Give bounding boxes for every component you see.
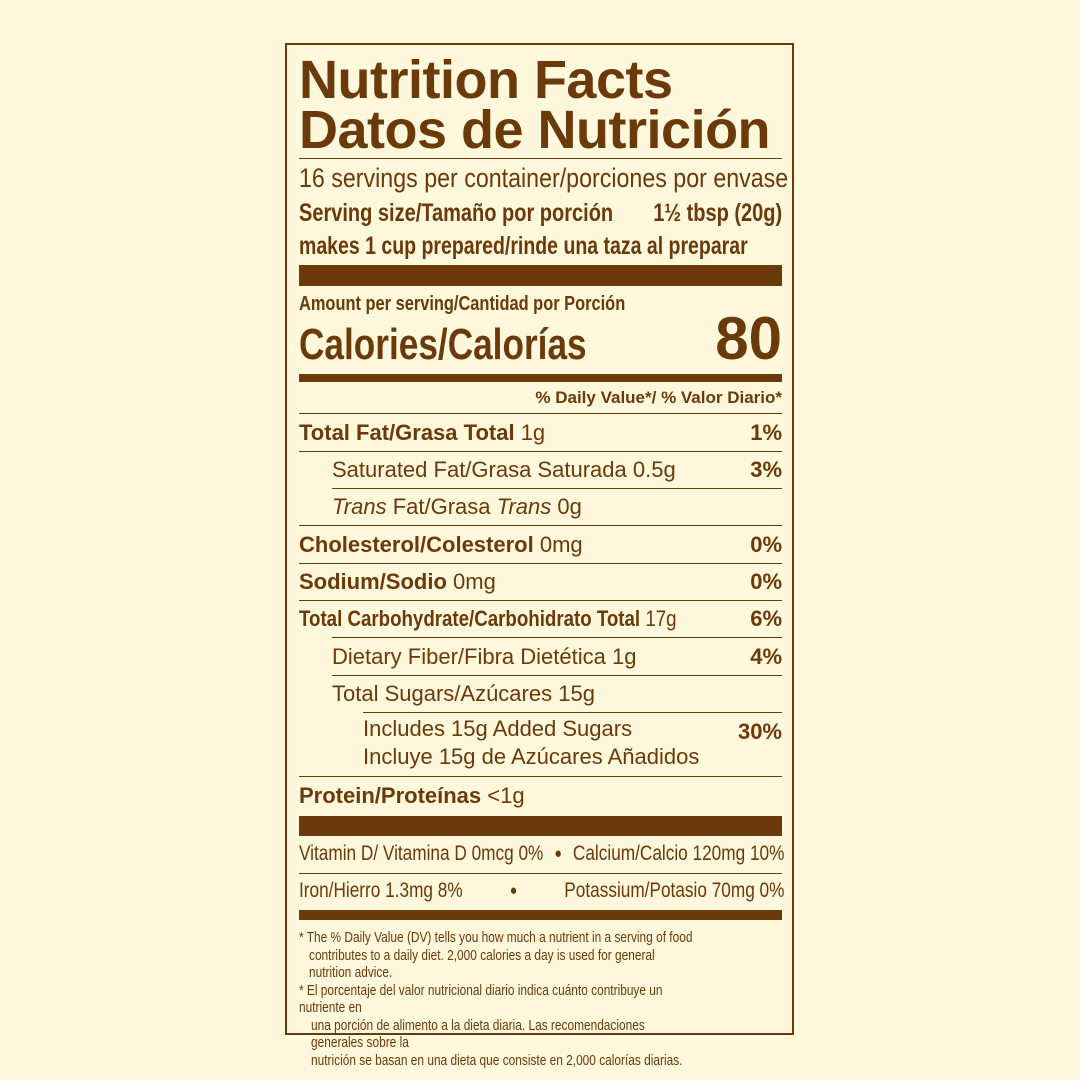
nutrient-label: Saturated Fat/Grasa Saturada (332, 457, 627, 482)
nutrient-row-protein: Protein/Proteínas <1g (299, 777, 782, 814)
daily-value-header: % Daily Value*/ % Valor Diario* (535, 388, 782, 407)
nutrient-row-total-carbohydrate: Total Carbohydrate/Carbohidrato Total 17… (299, 600, 782, 637)
nutrient-row-cholesterol: Cholesterol/Colesterol 0mg 0% (299, 526, 782, 563)
nutrient-amount: <1g (487, 783, 525, 808)
nutrient-row-total-fat: Total Fat/Grasa Total 1g 1% (299, 414, 782, 451)
calories-value: 80 (715, 305, 782, 372)
nutrient-label: Trans (332, 494, 387, 519)
nutrient-row-dietary-fiber: Dietary Fiber/Fibra Dietética 1g 4% (332, 638, 782, 675)
nutrient-label: Trans (496, 494, 552, 519)
divider (332, 637, 782, 638)
nutrient-amount: 15g (558, 681, 595, 706)
vitamins-row-2: Iron/Hierro 1.3mg 8% ● Potassium/Potasio 7… (299, 878, 785, 904)
divider (299, 525, 782, 526)
divider (299, 600, 782, 601)
serving-size-label: Serving size/Tamaño por porción (299, 199, 614, 227)
divider (332, 488, 782, 489)
divider (299, 873, 782, 874)
nutrient-row-saturated-fat: Saturated Fat/Grasa Saturada 0.5g 3% (332, 451, 782, 488)
nutrition-facts-label: Nutrition Facts Datos de Nutrición 16 se… (285, 43, 794, 1069)
nutrient-dv: 6% (750, 606, 782, 631)
nutrient-label: Total Carbohydrate/Carbohidrato Total (299, 606, 641, 631)
nutrient-dv: 30% (737, 719, 782, 744)
divider (299, 563, 782, 564)
nutrient-amount: 1g (520, 420, 546, 445)
divider (299, 776, 782, 777)
bullet-separator: ● (509, 882, 518, 899)
vitamins-row-1: Vitamin D/ Vitamina D 0mcg 0% ● Calcium/Ca… (299, 841, 785, 867)
divider (363, 712, 782, 713)
amount-per-serving: Amount per serving/Cantidad por Porción (299, 293, 626, 315)
nutrient-dv: 3% (750, 457, 782, 482)
nutrient-label: Total Fat/Grasa Total (299, 420, 515, 445)
thick-divider (299, 265, 782, 286)
nutrient-label: Dietary Fiber/Fibra Dietética (332, 644, 606, 669)
nutrient-dv: 0% (750, 569, 782, 594)
thick-divider (299, 816, 782, 836)
iron: Iron/Hierro 1.3mg 8% (299, 879, 463, 902)
nutrient-label: Total Sugars/Azúcares (332, 681, 553, 706)
divider (299, 451, 782, 452)
footnote-line: nutrición se basan en una dieta que cons… (311, 1052, 683, 1069)
vitamin-d: Vitamin D/ Vitamina D 0mcg 0% (299, 842, 544, 865)
nutrient-row-total-sugars: Total Sugars/Azúcares 15g (332, 675, 782, 712)
nutrient-label: Sodium/Sodio (299, 569, 447, 594)
servings-per-container: 16 servings per container/porciones por … (299, 163, 789, 193)
nutrient-label: Cholesterol/Colesterol (299, 532, 534, 557)
medium-divider (299, 910, 782, 920)
nutrient-amount: 0.5g (632, 457, 676, 482)
nutrient-label-spanish: Incluye 15g de Azúcares Añadidos (363, 744, 700, 769)
prepared-note: makes 1 cup prepared/rinde una taza al p… (299, 232, 748, 260)
nutrient-dv: 4% (750, 644, 782, 669)
nutrient-amount: 1g (612, 644, 637, 669)
divider (332, 675, 782, 676)
potassium: Potassium/Potasio 70mg 0% (564, 879, 785, 902)
divider (299, 413, 782, 414)
nutrient-label: Fat/Grasa (386, 494, 497, 519)
nutrient-label: Includes 15g Added Sugars (363, 716, 633, 741)
nutrient-row-sodium: Sodium/Sodio 0mg 0% (299, 563, 782, 600)
nutrient-amount: 0mg (539, 532, 583, 557)
nutrient-row-trans-fat: Trans Fat/Grasa Trans 0g (332, 488, 782, 525)
footnotes: * The % Daily Value (DV) tells you how m… (299, 930, 782, 1070)
nutrient-amount: 0mg (453, 569, 496, 594)
serving-size-value: 1½ tbsp (20g) (653, 199, 782, 227)
nutrient-dv: 1% (750, 420, 782, 445)
nutrient-label: Protein/Proteínas (299, 783, 482, 808)
nutrient-amount: 17g (645, 606, 677, 631)
title-spanish: Datos de Nutrición (299, 100, 771, 160)
divider (299, 158, 782, 159)
bullet-separator: ● (554, 845, 562, 862)
footnote-line: contributes to a daily diet. 2,000 calor… (309, 947, 655, 982)
nutrient-amount: 0g (557, 494, 582, 519)
footnote-line: * The % Daily Value (DV) tells you how m… (299, 930, 693, 946)
nutrient-dv: 0% (750, 532, 782, 557)
calories-label: Calories/Calorías (299, 320, 587, 369)
medium-divider (299, 374, 782, 382)
calcium: Calcium/Calcio 120mg 10% (572, 842, 785, 865)
nutrient-row-added-sugars: Includes 15g Added Sugars Incluye 15g de … (363, 715, 782, 775)
title-english: Nutrition Facts (299, 50, 673, 110)
footnote-line: * El porcentaje del valor nutricional di… (299, 982, 663, 1017)
footnote-line: una porción de alimento a la dieta diari… (311, 1017, 645, 1052)
